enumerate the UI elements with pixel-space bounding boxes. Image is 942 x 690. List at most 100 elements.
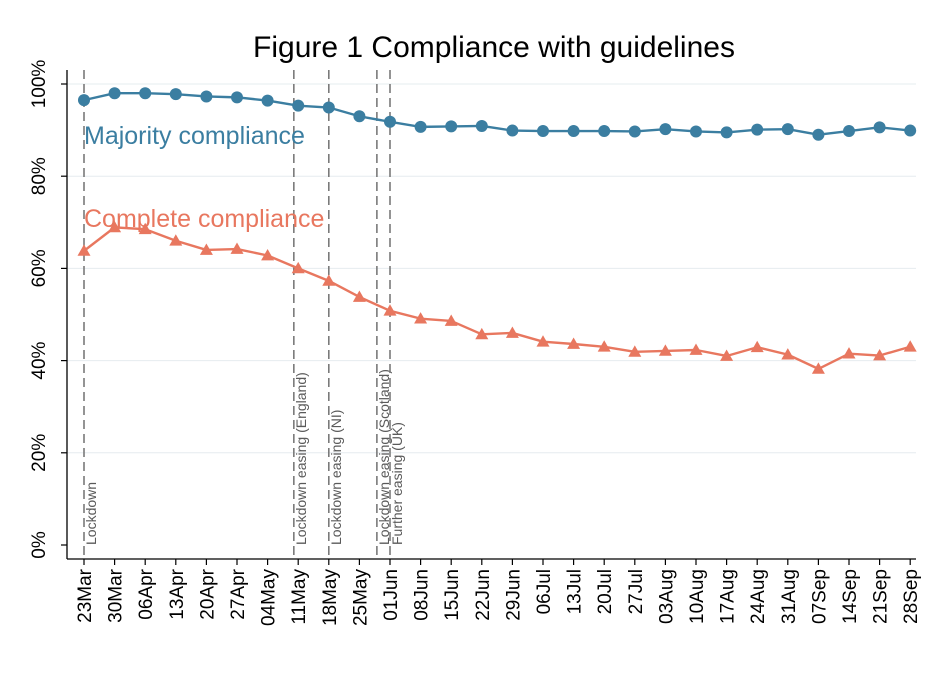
y-tick-label: 40%	[29, 341, 50, 379]
data-point	[628, 345, 642, 357]
x-tick-label: 21Sep	[871, 569, 892, 624]
data-point	[505, 326, 519, 338]
data-point	[138, 222, 152, 235]
data-point	[291, 261, 305, 274]
data-point	[199, 243, 213, 255]
data-point	[842, 347, 856, 359]
data-point	[383, 304, 397, 316]
data-point	[567, 337, 581, 349]
data-point	[873, 349, 887, 361]
data-point	[781, 123, 794, 136]
y-tick-label: 80%	[29, 157, 50, 195]
data-point	[292, 99, 305, 112]
data-point	[597, 340, 611, 352]
data-point	[445, 120, 458, 133]
data-point	[77, 244, 91, 256]
data-point	[414, 312, 428, 324]
data-point	[414, 120, 427, 133]
chart-title: Figure 1 Compliance with guidelines	[253, 31, 735, 64]
x-tick-label: 04May	[259, 569, 280, 627]
x-tick-label: 08Jun	[412, 569, 433, 621]
data-point	[200, 90, 213, 103]
x-tick-label: 31Aug	[779, 569, 800, 624]
data-point	[628, 125, 641, 138]
data-point	[720, 126, 733, 139]
x-tick-label: 14Sep	[840, 569, 861, 624]
x-tick-label: 29Jun	[503, 569, 524, 621]
series-label: Complete compliance	[84, 205, 324, 233]
series-line	[83, 226, 911, 371]
data-point	[690, 125, 702, 138]
x-tick-label: 23Mar	[75, 568, 96, 623]
data-point	[139, 87, 152, 100]
series-label: Majority compliance	[84, 122, 305, 150]
data-point	[751, 123, 764, 136]
series-labels: Majority compliance Complete compliance	[84, 122, 324, 233]
gridlines	[67, 83, 916, 454]
series-line	[83, 92, 911, 136]
data-point	[903, 340, 917, 352]
x-tick-label: 20Jul	[595, 569, 616, 614]
x-tick-label: 22Jun	[473, 569, 494, 621]
x-tick-label: 11May	[289, 569, 310, 625]
x-tick-label: 27Apr	[228, 568, 249, 619]
y-tick-label: 60%	[29, 249, 50, 287]
data-point	[230, 242, 244, 254]
x-tick-label: 27Jul	[626, 569, 647, 614]
data-point	[537, 125, 549, 138]
x-tick-label: 06Apr	[136, 568, 157, 619]
data-point	[384, 115, 396, 128]
x-tick-label: 24Aug	[748, 569, 769, 624]
data-point	[536, 335, 550, 347]
data-point	[506, 124, 519, 137]
event-label: Lockdown	[83, 482, 99, 545]
data-point	[78, 94, 90, 107]
data-point	[598, 125, 611, 138]
event-label: Lockdown easing (Scotland)	[376, 369, 392, 545]
data-point	[231, 91, 243, 104]
data-point	[169, 234, 183, 246]
y-tick-label: 20%	[29, 434, 50, 472]
event-label: Lockdown easing (NI)	[328, 410, 344, 545]
x-tick-label: 20Apr	[197, 568, 218, 619]
x-tick-label: 01Jun	[381, 569, 402, 621]
series	[77, 87, 917, 374]
data-point	[108, 87, 121, 100]
data-point	[322, 274, 336, 286]
axes: 0% 20% 40% 60% 80% 100% 23Mar 30Mar 06Apr 13Apr 20…	[29, 60, 922, 626]
x-tick-label: 10Aug	[687, 569, 708, 624]
data-point	[659, 123, 672, 136]
data-point	[169, 88, 182, 101]
x-tick-label: 03Aug	[656, 569, 677, 624]
data-point	[261, 94, 274, 107]
x-tick-label: 25May	[350, 569, 371, 627]
data-point	[720, 349, 734, 361]
data-point	[812, 128, 825, 141]
data-point	[689, 343, 703, 355]
data-point	[843, 125, 855, 138]
x-tick-label: 30Mar	[106, 568, 127, 623]
y-tick-label: 0%	[29, 531, 50, 559]
data-point	[658, 344, 672, 356]
data-point	[475, 327, 489, 340]
data-point	[353, 110, 366, 123]
x-tick-label: 15Jun	[442, 569, 463, 621]
data-point	[108, 220, 122, 233]
x-tick-label: 07Sep	[809, 569, 830, 624]
data-point	[904, 124, 917, 137]
x-tick-label: 13Apr	[167, 568, 188, 619]
data-point	[322, 101, 335, 114]
y-tick-label: 100%	[29, 60, 50, 109]
event-label: Further easing (UK)	[389, 422, 405, 545]
data-point	[811, 362, 825, 374]
data-point	[444, 314, 458, 326]
data-point	[750, 340, 764, 353]
data-point	[567, 125, 580, 138]
data-point	[352, 290, 366, 302]
x-tick-label: 28Sep	[901, 569, 922, 624]
x-tick-label: 17Aug	[718, 569, 739, 624]
data-point	[261, 248, 275, 261]
